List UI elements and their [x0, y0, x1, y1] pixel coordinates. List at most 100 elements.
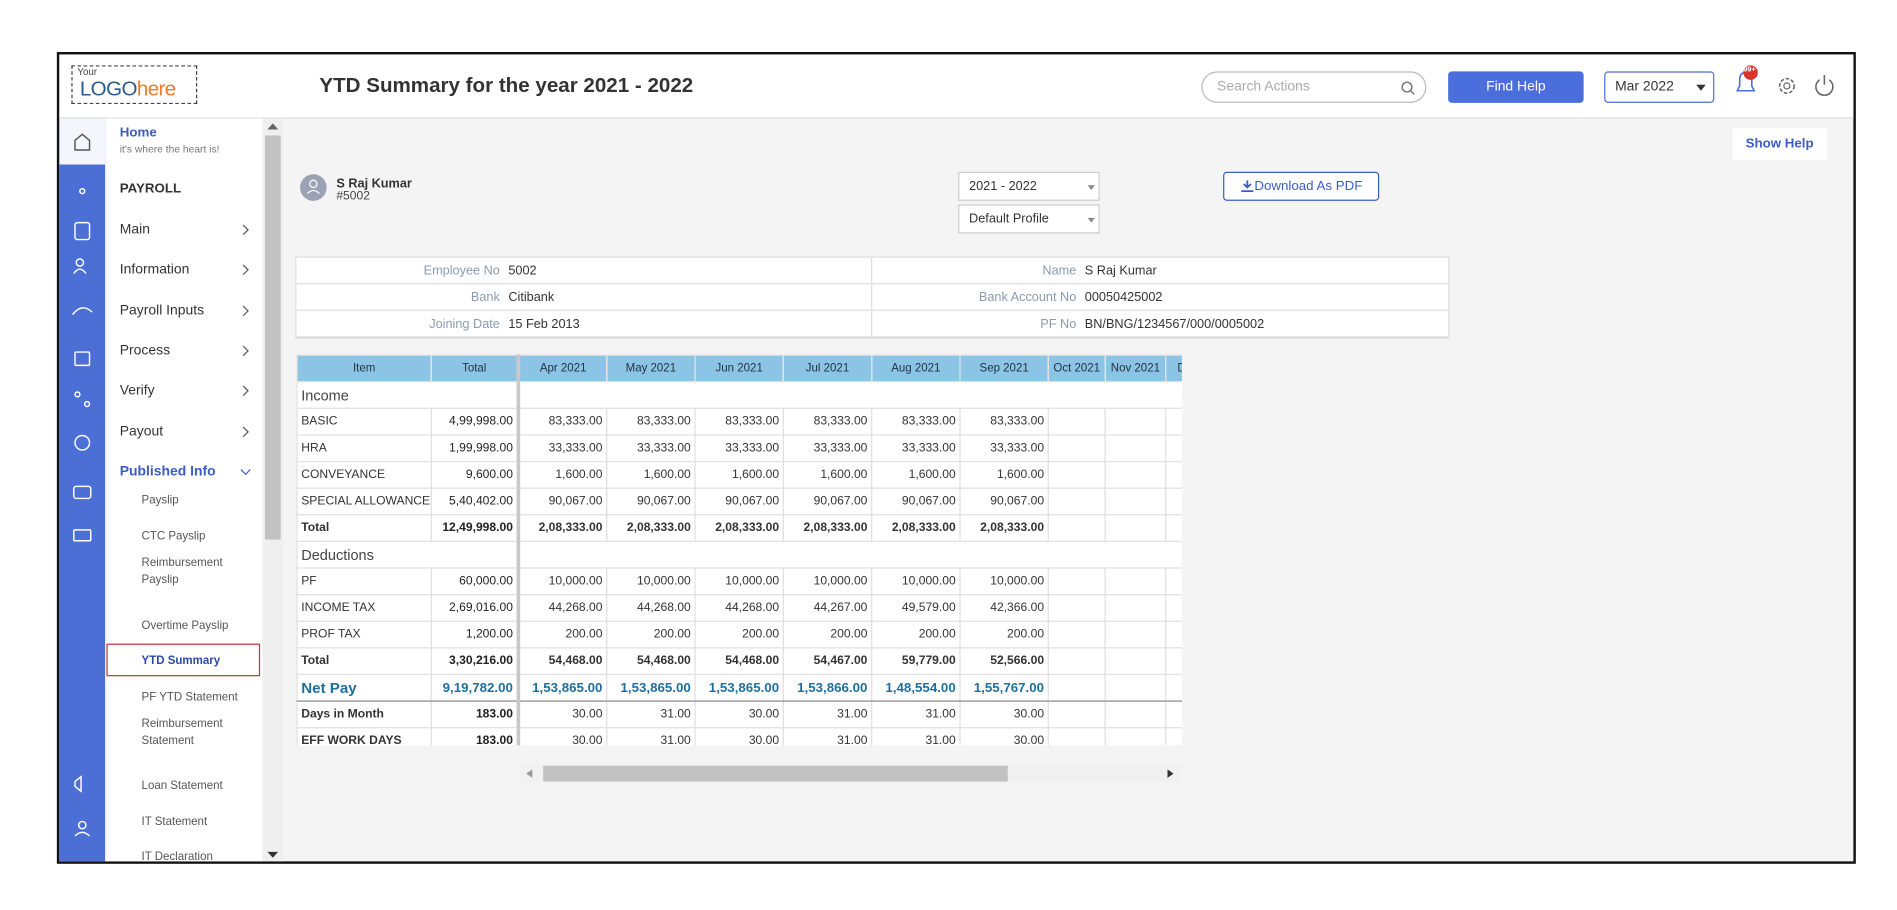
logo[interactable]: Your LOGOhere	[71, 65, 198, 105]
submenu-item[interactable]: Reimbursement Payslip	[141, 556, 223, 587]
data-row: HRA 1,99,998.00 33,333.00 33,333.00 33,333.0…	[296, 434, 1182, 463]
period-select[interactable]: Mar 2022	[1604, 71, 1715, 103]
notification-badge: 99+	[1743, 66, 1756, 74]
menu-scrollbar[interactable]	[262, 118, 284, 862]
cell-value: 4,99,998.00	[430, 407, 520, 436]
section-row: Deductions	[296, 540, 1182, 569]
cell-value: 2,08,333.00	[606, 514, 696, 542]
section-title: Deductions	[296, 540, 520, 569]
scroll-thumb[interactable]	[264, 135, 281, 540]
column-header[interactable]: Aug 2021	[871, 354, 961, 383]
cell-value: 90,067.00	[959, 487, 1049, 516]
scroll-left[interactable]	[526, 769, 533, 779]
scroll-up[interactable]	[267, 123, 279, 130]
cell-value: 90,067.00	[694, 487, 784, 516]
column-header[interactable]: Item	[296, 354, 432, 383]
cell-value: 10,000.00	[959, 567, 1049, 596]
column-header[interactable]: Apr 2021	[516, 354, 608, 383]
empty-cell	[1104, 647, 1167, 676]
menu-item[interactable]: Payout	[119, 424, 164, 439]
column-header[interactable]: Oct 2021	[1047, 354, 1106, 383]
column-header[interactable]: Jul 2021	[782, 354, 873, 383]
find-help-button[interactable]: Find Help	[1448, 71, 1584, 103]
cell-value: 54,468.00	[516, 647, 608, 676]
submenu-item[interactable]: IT Statement	[141, 815, 208, 829]
submenu-item[interactable]: PF YTD Statement	[141, 690, 238, 705]
info-table: Employee No 5002 Name S Raj Kumar Bank Citiba…	[296, 257, 1449, 338]
submenu-item[interactable]: IT Declaration	[141, 850, 213, 864]
cell-value: 30.00	[959, 727, 1049, 746]
empty-cell	[1104, 620, 1167, 649]
empty-cell	[1047, 434, 1106, 463]
empty-cell	[1047, 594, 1106, 622]
empty-cell	[1047, 487, 1106, 516]
submenu-item-active[interactable]: YTD Summary	[141, 654, 221, 668]
logo-text: LOGOhere	[80, 77, 176, 101]
menu-item[interactable]: Verify	[119, 383, 155, 399]
empty-cell	[1104, 514, 1167, 542]
power-icon[interactable]	[1812, 73, 1836, 97]
cell-value: 90,067.00	[516, 487, 608, 516]
info-label: Bank	[296, 283, 509, 311]
cell-value: 2,08,333.00	[959, 514, 1049, 542]
cell-value: 1,53,865.00	[606, 673, 696, 702]
cell-value: 31.00	[782, 700, 873, 729]
table-scroll-thumb[interactable]	[543, 765, 1008, 782]
column-header[interactable]: Total	[430, 354, 520, 383]
cell-value: 1,600.00	[694, 460, 784, 489]
menu-item-open[interactable]: Published Info	[119, 464, 216, 480]
year-select[interactable]: 2021 - 2022	[958, 171, 1100, 201]
row-label: CONVEYANCE	[296, 460, 432, 489]
search-box[interactable]: Search Actions	[1201, 71, 1427, 103]
info-row: Employee No 5002 Name S Raj Kumar	[296, 257, 1449, 285]
submenu-item[interactable]: Overtime Payslip	[141, 619, 229, 633]
column-header[interactable]: Sep 2021	[959, 354, 1049, 383]
download-pdf-button[interactable]: Download As PDF	[1223, 171, 1380, 201]
submenu-item[interactable]: Payslip	[141, 493, 179, 507]
cell-value: 33,333.00	[694, 434, 784, 463]
menu-item[interactable]: Information	[119, 262, 190, 278]
cell-value: 9,19,782.00	[430, 673, 520, 702]
column-header[interactable]: Nov 2021	[1104, 354, 1167, 383]
column-header[interactable]: Jun 2021	[694, 354, 784, 383]
settings-icon[interactable]	[1775, 74, 1799, 98]
data-row: Days in Month 183.00 30.00 31.00 30.00 31.00 3…	[296, 700, 1182, 729]
scroll-right[interactable]	[1167, 769, 1174, 779]
cell-value: 200.00	[871, 620, 961, 649]
logo-top: Your	[77, 66, 97, 78]
notification-bell[interactable]	[1729, 64, 1765, 100]
cell-value: 1,48,554.00	[871, 673, 961, 702]
submenu-item[interactable]: Reimbursement Statement	[141, 717, 223, 748]
submenu-item[interactable]: CTC Payslip	[141, 529, 206, 544]
empty-cell	[1165, 567, 1182, 596]
table-scrollbar[interactable]	[520, 764, 1182, 783]
cell-value: 1,600.00	[959, 460, 1049, 489]
cell-value: 31.00	[871, 727, 961, 746]
info-value: BN/BNG/1234567/000/0005002	[1084, 310, 1449, 338]
download-icon	[1241, 180, 1254, 193]
cell-value: 60,000.00	[430, 567, 520, 596]
menu-item[interactable]: Main	[119, 222, 150, 238]
menu-item[interactable]: Payroll Inputs	[119, 303, 205, 318]
column-header[interactable]: Dec 2021	[1165, 354, 1182, 383]
dropdown-arrow	[1087, 217, 1095, 223]
empty-cell	[1047, 460, 1106, 489]
column-header[interactable]: May 2021	[606, 354, 696, 383]
menu-item[interactable]: Process	[119, 343, 171, 358]
total-row: Total 12,49,998.00 2,08,333.00 2,08,333.00 2…	[296, 514, 1182, 542]
avatar	[300, 174, 327, 201]
header: Your LOGOhere YTD Summary for the year 2…	[59, 54, 1854, 119]
profile-select[interactable]: Default Profile	[958, 204, 1100, 234]
cell-value: 1,99,998.00	[430, 434, 520, 463]
submenu-item[interactable]: Loan Statement	[141, 779, 223, 793]
cell-value: 31.00	[871, 700, 961, 729]
empty-cell	[1165, 407, 1182, 436]
show-help-button[interactable]: Show Help	[1732, 128, 1827, 160]
ytd-table: Item Total Apr 2021 May 2021 Jun 2021 Jul 202…	[296, 354, 1182, 746]
year-value: 2021 - 2022	[969, 179, 1037, 194]
cell-value: 90,067.00	[871, 487, 961, 516]
scroll-down[interactable]	[267, 851, 279, 859]
section-title: Income	[296, 381, 520, 409]
home-link[interactable]: Home	[119, 125, 157, 141]
